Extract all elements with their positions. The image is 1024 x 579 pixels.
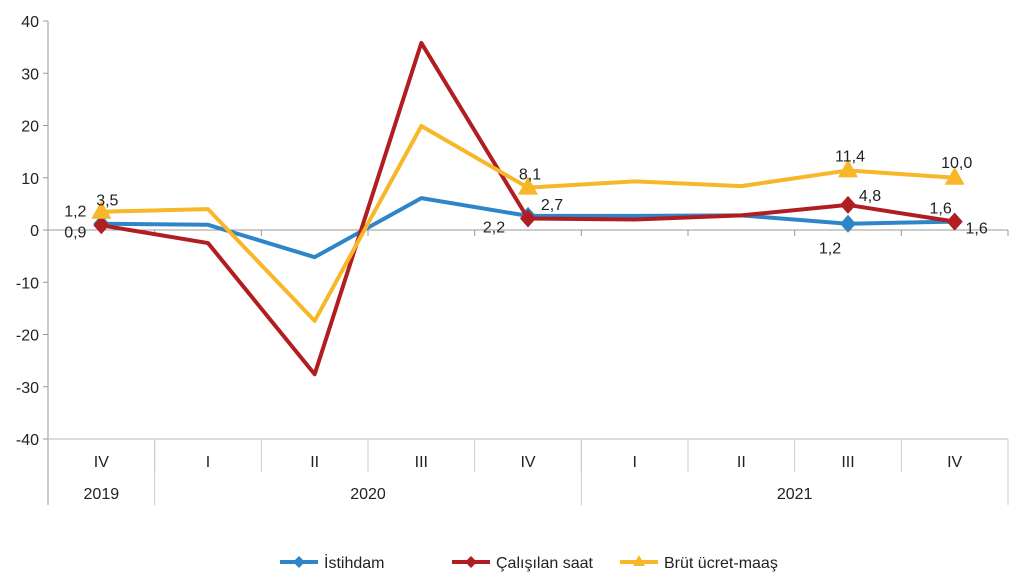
year-label: 2021 xyxy=(777,486,813,503)
data-label: 1,6 xyxy=(966,221,988,238)
x-tick-label: III xyxy=(841,454,854,471)
data-point-marker xyxy=(944,166,965,185)
y-tick-label: 30 xyxy=(21,66,39,83)
y-tick-label: 40 xyxy=(21,14,39,31)
data-point-marker xyxy=(840,195,856,214)
y-tick-label: -40 xyxy=(16,432,39,449)
x-tick-label: I xyxy=(206,454,210,471)
y-tick-label: -30 xyxy=(16,380,39,397)
x-tick-label: II xyxy=(737,454,746,471)
data-label: 4,8 xyxy=(859,188,881,205)
x-tick-label: II xyxy=(310,454,319,471)
data-point-marker xyxy=(946,212,963,231)
data-point-marker xyxy=(838,159,858,178)
data-label: 11,4 xyxy=(835,148,865,165)
legend-label: Brüt ücret-maaş xyxy=(664,555,778,572)
year-label: 2020 xyxy=(350,486,386,503)
legend-marker xyxy=(633,555,645,566)
y-tick-label: -10 xyxy=(16,275,39,292)
series-Brüt ücret-maaş: 3,5 8,1 11,4 10,0 xyxy=(91,124,972,323)
data-label: 1,2 xyxy=(64,204,86,221)
data-point-marker xyxy=(518,176,538,195)
y-tick-label: 0 xyxy=(30,223,39,240)
y-tick-label: 10 xyxy=(21,171,39,188)
legend-label: İstihdam xyxy=(324,553,384,572)
x-tick-label: IV xyxy=(520,454,535,471)
data-point-marker xyxy=(520,209,536,228)
legend-item: Brüt ücret-maaş xyxy=(620,555,778,572)
legend-item: Çalışılan saat xyxy=(452,555,593,572)
data-point-marker xyxy=(840,214,856,233)
legend-marker xyxy=(293,556,305,568)
y-tick-label: -20 xyxy=(16,328,39,345)
x-tick-label: IV xyxy=(94,454,109,471)
legend-label: Çalışılan saat xyxy=(496,555,593,572)
data-label: 2,2 xyxy=(483,220,505,237)
data-label: 3,5 xyxy=(96,193,118,210)
x-tick-label: III xyxy=(415,454,428,471)
legend-item: İstihdam xyxy=(280,553,384,572)
data-label: 10,0 xyxy=(941,155,972,172)
data-label: 1,6 xyxy=(930,201,952,218)
x-tick-label: IV xyxy=(947,454,962,471)
data-point-marker xyxy=(91,200,112,219)
x-tick-label: I xyxy=(632,454,636,471)
data-point-marker xyxy=(93,216,110,235)
data-label: 0,9 xyxy=(64,224,86,241)
year-label: 2019 xyxy=(84,486,120,503)
legend-marker xyxy=(465,556,477,568)
data-label: 2,7 xyxy=(541,197,563,214)
data-label: 8,1 xyxy=(519,167,541,184)
series-Çalışılan saat: 0,9 2,2 4,8 1,6 xyxy=(64,40,988,377)
data-label: 1,2 xyxy=(819,241,841,258)
y-tick-label: 20 xyxy=(21,119,39,136)
